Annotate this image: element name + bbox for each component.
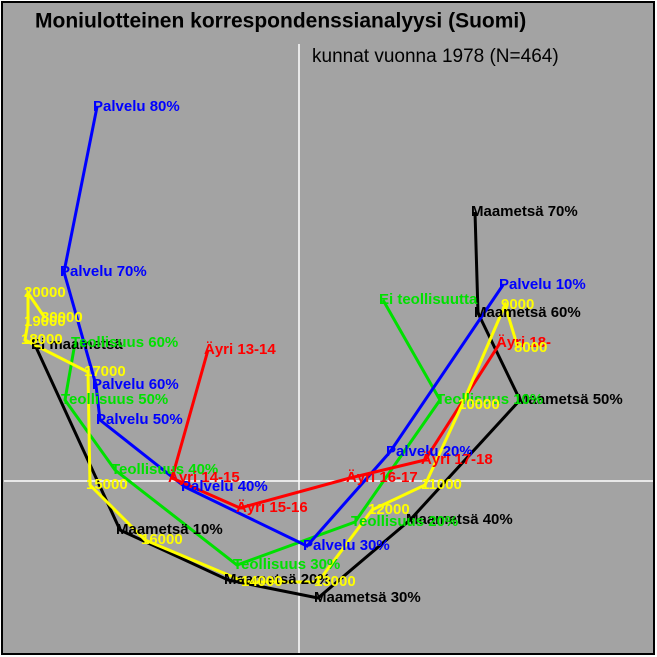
series-line (33, 211, 522, 600)
point-label: Teollisuus 30% (233, 556, 340, 573)
chart-title: Moniulotteinen korrespondenssianalyysi (… (35, 10, 526, 33)
point-label: Maametsä 30% (314, 589, 421, 606)
point-label: Teollisuus 50% (61, 391, 168, 408)
point-label: Maametsä 40% (406, 511, 513, 528)
point-label: Äyri 14-15 (168, 469, 240, 486)
point-label: 15000 (86, 476, 128, 493)
point-label: Palvelu 70% (60, 263, 147, 280)
point-label: Äyri 15-16 (236, 499, 308, 516)
point-label: 14000 (241, 573, 283, 590)
point-label: 11000 (421, 476, 462, 493)
point-label: Ei maametsä (31, 336, 123, 353)
point-label: Maametsä 10% (116, 521, 223, 538)
point-label: Maametsä 70% (471, 203, 578, 220)
series-line (63, 299, 442, 567)
point-label: 8000 (514, 339, 547, 356)
point-label: Palvelu 80% (93, 98, 180, 115)
point-label: Äyri 13-14 (204, 341, 276, 358)
series-line (170, 342, 502, 510)
point-label: Palvelu 40% (181, 478, 268, 495)
point-label: Äyri 18- (496, 334, 551, 351)
point-label: Teollisuus 60% (71, 334, 178, 351)
point-label: 16000 (141, 531, 183, 548)
point-label: Palvelu 60% (92, 376, 179, 393)
series-line (62, 106, 505, 548)
chart-subtitle: kunnat vuonna 1978 (N=464) (312, 46, 559, 67)
point-label: 10000 (458, 396, 500, 413)
point-label: 12000 (368, 501, 410, 518)
point-label: 20000 (24, 284, 66, 301)
point-label: Palvelu 20% (386, 443, 473, 460)
point-label: Teollisuus 10% (436, 391, 543, 408)
point-label: Maametsä 60% (474, 304, 581, 321)
point-label: 13000 (314, 573, 356, 590)
point-label: Äyri 16-17 (346, 469, 418, 486)
point-label: 18000 (21, 331, 63, 348)
series-line (23, 288, 520, 584)
point-label: Palvelu 10% (499, 276, 586, 293)
point-label: 30000 (41, 309, 83, 326)
point-label: Ei teollisuutta (379, 291, 478, 308)
point-label: 9000 (501, 296, 534, 313)
point-label: Palvelu 50% (96, 411, 183, 428)
point-label: Teollisuus 40% (111, 461, 218, 478)
point-label: Palvelu 30% (303, 537, 390, 554)
point-label: Maametsä 20% (224, 571, 331, 588)
point-label: 17000 (84, 363, 126, 380)
point-label: Äyri 17-18 (421, 451, 493, 468)
point-label: Teollisuus 20% (351, 513, 458, 530)
point-label: 19000 (24, 313, 66, 330)
point-label: Maametsä 50% (516, 391, 623, 408)
